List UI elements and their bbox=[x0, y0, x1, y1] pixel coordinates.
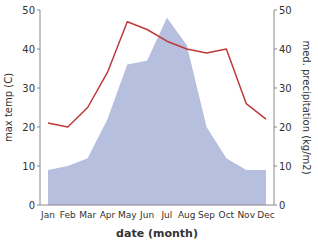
y2-tick bbox=[274, 88, 277, 89]
y-tick-label: 10 bbox=[22, 161, 35, 172]
y2-tick-label: 40 bbox=[279, 44, 292, 55]
precipitation-area bbox=[48, 18, 266, 205]
x-tick-label: Dec bbox=[257, 210, 274, 220]
chart-svg: 0 10 20 30 40 50 0 10 20 30 40 50 Jan FebMar AprMayJun… bbox=[0, 0, 318, 247]
y2-axis-label: med. precipitation (kg/m2) bbox=[301, 40, 312, 174]
x-tick-label: Oct bbox=[219, 210, 235, 220]
y2-tick-label: 10 bbox=[279, 161, 292, 172]
x-axis-label: date (month) bbox=[116, 227, 198, 240]
plot-data bbox=[48, 18, 266, 205]
y2-axis-line bbox=[274, 10, 275, 205]
y2-tick-label: 0 bbox=[279, 200, 285, 211]
y2-tick-label: 30 bbox=[279, 83, 292, 94]
y2-tick-label: 20 bbox=[279, 122, 292, 133]
x-tick-label: Mar bbox=[79, 210, 96, 220]
y2-tick bbox=[274, 205, 277, 206]
x-tick-label: Jan bbox=[40, 210, 55, 220]
y-tick bbox=[37, 205, 40, 206]
y-tick-label: 50 bbox=[22, 5, 35, 16]
y-tick-label: 20 bbox=[22, 122, 35, 133]
y-tick bbox=[37, 88, 40, 89]
y-tick-label: 40 bbox=[22, 44, 35, 55]
x-tick-label: Nov bbox=[237, 210, 255, 220]
y-tick bbox=[37, 166, 40, 167]
x-tick-label: Feb bbox=[60, 210, 76, 220]
y2-tick bbox=[274, 10, 277, 11]
y-tick bbox=[37, 10, 40, 11]
y-axis-label: max temp (C) bbox=[3, 73, 14, 142]
x-tick-label: Jul bbox=[160, 210, 172, 220]
y2-tick bbox=[274, 166, 277, 167]
chart-container: 0 10 20 30 40 50 0 10 20 30 40 50 Jan FebMar AprMayJun… bbox=[0, 0, 318, 247]
x-axis-line bbox=[40, 205, 274, 206]
x-tick-label: Jun bbox=[139, 210, 154, 220]
y-tick bbox=[37, 49, 40, 50]
y-tick-label: 0 bbox=[29, 200, 35, 211]
y2-tick bbox=[274, 49, 277, 50]
y2-tick bbox=[274, 127, 277, 128]
x-tick-label: Aug bbox=[178, 210, 196, 220]
x-tick-label: Apr bbox=[100, 210, 116, 220]
y-tick bbox=[37, 127, 40, 128]
y2-tick-label: 50 bbox=[279, 5, 292, 16]
y-tick-label: 30 bbox=[22, 83, 35, 94]
x-tick-label: Sep bbox=[198, 210, 215, 220]
y-axis-line bbox=[40, 10, 41, 205]
temperature-line bbox=[48, 22, 266, 127]
x-tick-label: May bbox=[118, 210, 137, 220]
